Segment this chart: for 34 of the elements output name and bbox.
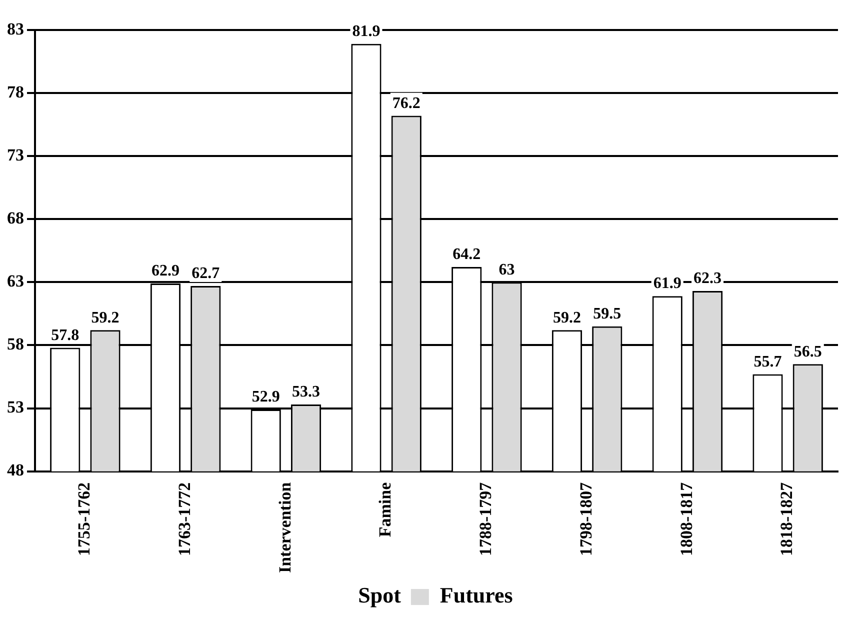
data-label: 59.2 [552, 309, 581, 326]
data-label: 52.9 [252, 388, 280, 406]
y-tick-label: 78 [7, 82, 24, 102]
x-tick-label: 1763-1772 [174, 482, 194, 556]
x-tick-label: 1798-1807 [576, 482, 596, 556]
y-tick-label: 58 [7, 334, 24, 354]
data-label: 62.9 [151, 262, 180, 280]
series-label: Spot [358, 582, 402, 608]
data-label: 62.3 [694, 270, 722, 288]
y-tick-label: 53 [7, 398, 24, 417]
legend-label: Futures [440, 582, 514, 608]
x-tick-label: Intervention [275, 482, 294, 574]
y-tick-label: 63 [7, 272, 24, 291]
y-tick-label: 68 [7, 208, 24, 228]
y-tick-label: 48 [7, 460, 24, 480]
x-tick-label: 1788-1797 [476, 482, 496, 556]
data-label: 61.9 [653, 275, 682, 292]
data-label: 59.5 [593, 305, 622, 322]
x-tick-label: Famine [376, 482, 395, 538]
data-label: 55.7 [754, 353, 782, 370]
data-label: 64.2 [452, 246, 481, 264]
data-label: 81.9 [352, 23, 380, 40]
data-label: 53.3 [292, 384, 320, 401]
y-tick-label: 83 [7, 19, 24, 38]
data-label: 62.7 [192, 265, 220, 282]
y-tick-label: 73 [7, 145, 24, 164]
data-label: 59.2 [91, 309, 120, 326]
x-tick-label: 1818-1827 [777, 482, 796, 556]
data-label: 76.2 [392, 94, 420, 112]
data-label: 56.5 [794, 343, 822, 360]
data-label: 57.8 [51, 326, 80, 344]
data-label: 63 [498, 261, 515, 278]
x-tick-label: 1808-1817 [676, 482, 696, 556]
x-tick-label: 1755-1762 [74, 482, 94, 556]
